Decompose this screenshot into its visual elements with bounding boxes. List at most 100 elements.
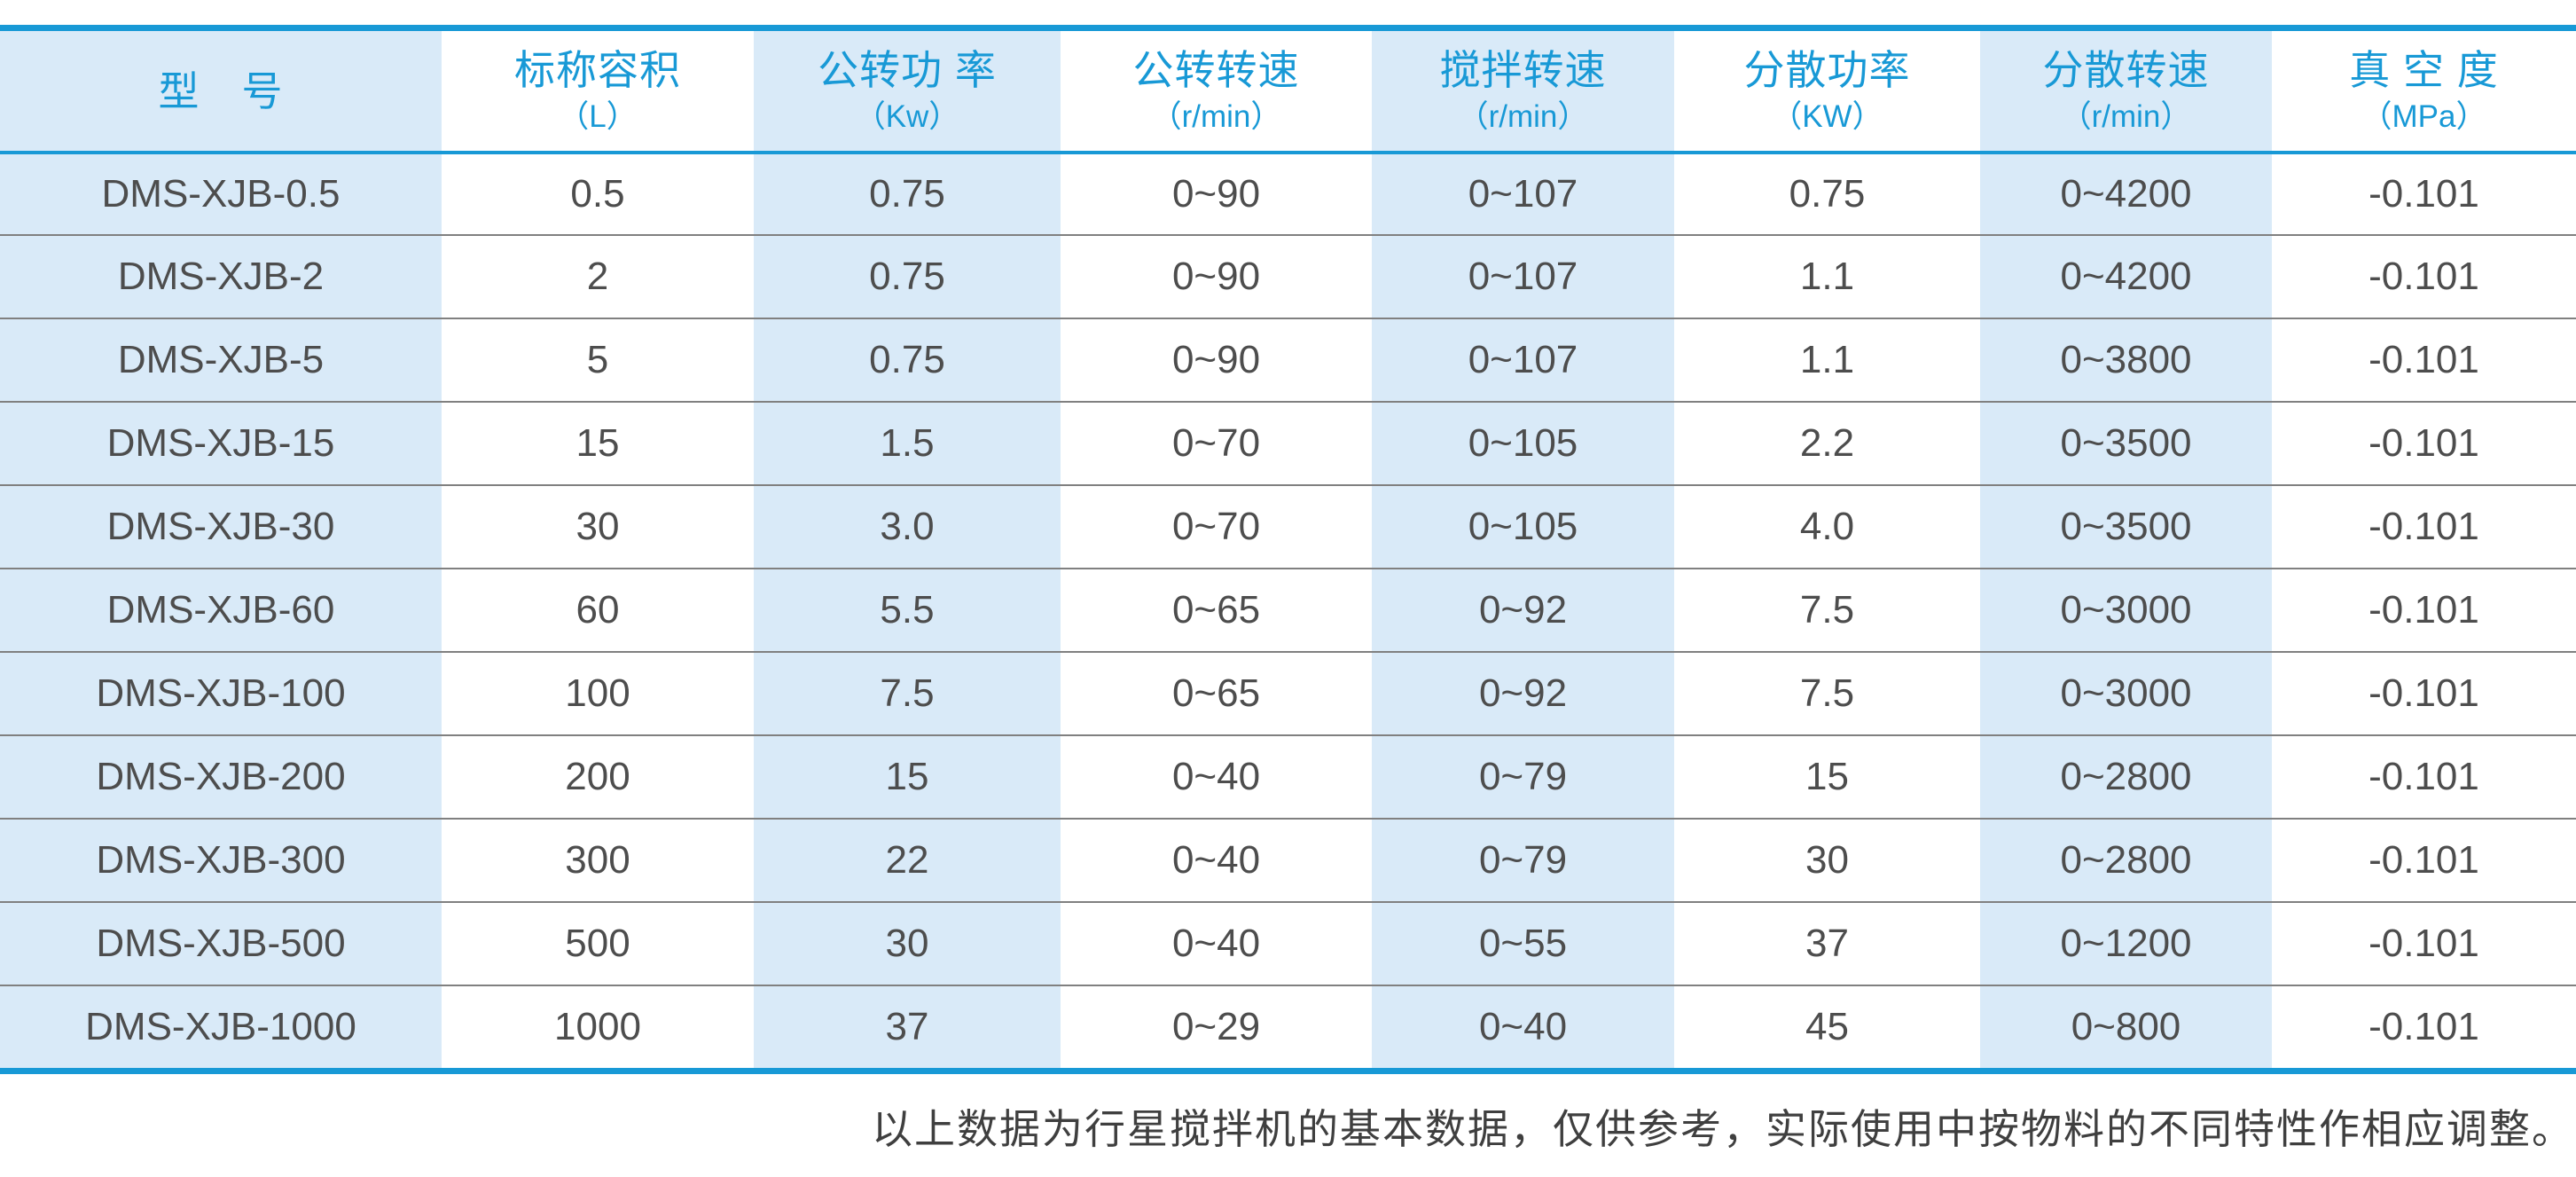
cell-dispersion-speed: 0~1200: [1980, 901, 2272, 985]
cell-model: DMS-XJB-200: [0, 734, 442, 818]
footnote: 以上数据为行星搅拌机的基本数据，仅供参考，实际使用中按物料的不同特性作相应调整。: [872, 1105, 2574, 1153]
cell-model: DMS-XJB-0.5: [0, 151, 442, 234]
cell-vacuum-degree: -0.101: [2272, 734, 2576, 818]
cell-dispersion-speed: 0~4200: [1980, 234, 2272, 318]
cell-dispersion-power: 7.5: [1674, 651, 1980, 734]
spec-sheet-page: 型 号 标称容积 （L） 公转功 率 （Kw） 公转转速 （r/min） 搅拌转速 （r/min…: [0, 25, 2576, 1177]
cell-dispersion-speed: 0~4200: [1980, 151, 2272, 234]
table-row: DMS-XJB-100 100 7.5 0~65 0~92 7.5 0~3000 -0.101: [0, 651, 2576, 734]
table-row: DMS-XJB-1000 1000 37 0~29 0~40 45 0~800 -0.101: [0, 985, 2576, 1068]
header-title: 标称容积: [514, 46, 681, 93]
header-unit: （r/min）: [2060, 98, 2192, 134]
cell-stirring-speed: 0~107: [1372, 151, 1674, 234]
column-header-dispersion-speed: 分散转速 （r/min）: [1980, 31, 2272, 151]
cell-nominal-capacity: 300: [442, 818, 754, 901]
cell-revolution-power: 3.0: [754, 484, 1061, 568]
column-header-nominal-capacity: 标称容积 （L）: [442, 31, 754, 151]
header-title: 真 空 度: [2349, 46, 2499, 93]
table-row: DMS-XJB-15 15 1.5 0~70 0~105 2.2 0~3500 -0.101: [0, 401, 2576, 484]
cell-vacuum-degree: -0.101: [2272, 568, 2576, 651]
table-row: DMS-XJB-30 30 3.0 0~70 0~105 4.0 0~3500 -0.101: [0, 484, 2576, 568]
header-unit: （MPa）: [2361, 98, 2487, 134]
cell-model: DMS-XJB-2: [0, 234, 442, 318]
header-unit: （L）: [558, 98, 638, 134]
header-unit: （r/min）: [1457, 98, 1589, 134]
header-unit: （KW）: [1771, 98, 1883, 134]
cell-stirring-speed: 0~92: [1372, 651, 1674, 734]
cell-stirring-speed: 0~79: [1372, 734, 1674, 818]
cell-stirring-speed: 0~92: [1372, 568, 1674, 651]
column-header-model: 型 号: [0, 31, 442, 151]
cell-dispersion-power: 30: [1674, 818, 1980, 901]
header-unit: （Kw）: [854, 98, 960, 134]
cell-vacuum-degree: -0.101: [2272, 318, 2576, 401]
cell-model: DMS-XJB-30: [0, 484, 442, 568]
cell-revolution-speed: 0~70: [1061, 401, 1372, 484]
cell-dispersion-speed: 0~2800: [1980, 734, 2272, 818]
cell-nominal-capacity: 5: [442, 318, 754, 401]
header-title: 分散转速: [2042, 46, 2210, 93]
cell-revolution-speed: 0~65: [1061, 568, 1372, 651]
cell-dispersion-speed: 0~800: [1980, 985, 2272, 1068]
header-title: 公转功 率: [818, 46, 997, 93]
cell-dispersion-power: 1.1: [1674, 318, 1980, 401]
cell-vacuum-degree: -0.101: [2272, 901, 2576, 985]
cell-revolution-power: 0.75: [754, 318, 1061, 401]
cell-model: DMS-XJB-1000: [0, 985, 442, 1068]
table-row: DMS-XJB-60 60 5.5 0~65 0~92 7.5 0~3000 -0.101: [0, 568, 2576, 651]
cell-revolution-speed: 0~90: [1061, 234, 1372, 318]
cell-dispersion-speed: 0~3800: [1980, 318, 2272, 401]
header-title: 分散功率: [1743, 46, 1911, 93]
cell-model: DMS-XJB-15: [0, 401, 442, 484]
cell-nominal-capacity: 200: [442, 734, 754, 818]
spec-table: 型 号 标称容积 （L） 公转功 率 （Kw） 公转转速 （r/min） 搅拌转速 （r/min…: [0, 25, 2576, 1074]
cell-dispersion-power: 4.0: [1674, 484, 1980, 568]
table-row: DMS-XJB-5 5 0.75 0~90 0~107 1.1 0~3800 -0.101: [0, 318, 2576, 401]
cell-stirring-speed: 0~107: [1372, 234, 1674, 318]
cell-vacuum-degree: -0.101: [2272, 151, 2576, 234]
cell-revolution-speed: 0~40: [1061, 734, 1372, 818]
cell-revolution-speed: 0~40: [1061, 901, 1372, 985]
cell-dispersion-speed: 0~3000: [1980, 568, 2272, 651]
cell-revolution-power: 37: [754, 985, 1061, 1068]
cell-nominal-capacity: 60: [442, 568, 754, 651]
cell-nominal-capacity: 500: [442, 901, 754, 985]
cell-revolution-power: 0.75: [754, 234, 1061, 318]
cell-model: DMS-XJB-500: [0, 901, 442, 985]
cell-dispersion-power: 2.2: [1674, 401, 1980, 484]
cell-model: DMS-XJB-100: [0, 651, 442, 734]
cell-stirring-speed: 0~107: [1372, 318, 1674, 401]
cell-nominal-capacity: 1000: [442, 985, 754, 1068]
column-header-dispersion-power: 分散功率 （KW）: [1674, 31, 1980, 151]
cell-vacuum-degree: -0.101: [2272, 818, 2576, 901]
header-title: 型 号: [158, 67, 284, 114]
cell-dispersion-power: 7.5: [1674, 568, 1980, 651]
cell-dispersion-power: 37: [1674, 901, 1980, 985]
cell-vacuum-degree: -0.101: [2272, 484, 2576, 568]
cell-revolution-power: 22: [754, 818, 1061, 901]
cell-stirring-speed: 0~105: [1372, 401, 1674, 484]
cell-dispersion-speed: 0~2800: [1980, 818, 2272, 901]
cell-vacuum-degree: -0.101: [2272, 234, 2576, 318]
cell-revolution-speed: 0~90: [1061, 318, 1372, 401]
cell-dispersion-power: 1.1: [1674, 234, 1980, 318]
column-header-vacuum-degree: 真 空 度 （MPa）: [2272, 31, 2576, 151]
column-header-stirring-speed: 搅拌转速 （r/min）: [1372, 31, 1674, 151]
cell-model: DMS-XJB-5: [0, 318, 442, 401]
column-header-revolution-power: 公转功 率 （Kw）: [754, 31, 1061, 151]
cell-revolution-speed: 0~90: [1061, 151, 1372, 234]
cell-nominal-capacity: 30: [442, 484, 754, 568]
cell-revolution-power: 15: [754, 734, 1061, 818]
table-row: DMS-XJB-500 500 30 0~40 0~55 37 0~1200 -0.101: [0, 901, 2576, 985]
cell-revolution-speed: 0~40: [1061, 818, 1372, 901]
cell-nominal-capacity: 15: [442, 401, 754, 484]
header-unit: （r/min）: [1150, 98, 1282, 134]
header-row: 型 号 标称容积 （L） 公转功 率 （Kw） 公转转速 （r/min） 搅拌转速 （r/min…: [0, 31, 2576, 151]
cell-revolution-speed: 0~70: [1061, 484, 1372, 568]
cell-stirring-speed: 0~79: [1372, 818, 1674, 901]
cell-vacuum-degree: -0.101: [2272, 401, 2576, 484]
header-title: 搅拌转速: [1439, 46, 1607, 93]
table-row: DMS-XJB-200 200 15 0~40 0~79 15 0~2800 -0.101: [0, 734, 2576, 818]
cell-revolution-power: 1.5: [754, 401, 1061, 484]
cell-stirring-speed: 0~55: [1372, 901, 1674, 985]
